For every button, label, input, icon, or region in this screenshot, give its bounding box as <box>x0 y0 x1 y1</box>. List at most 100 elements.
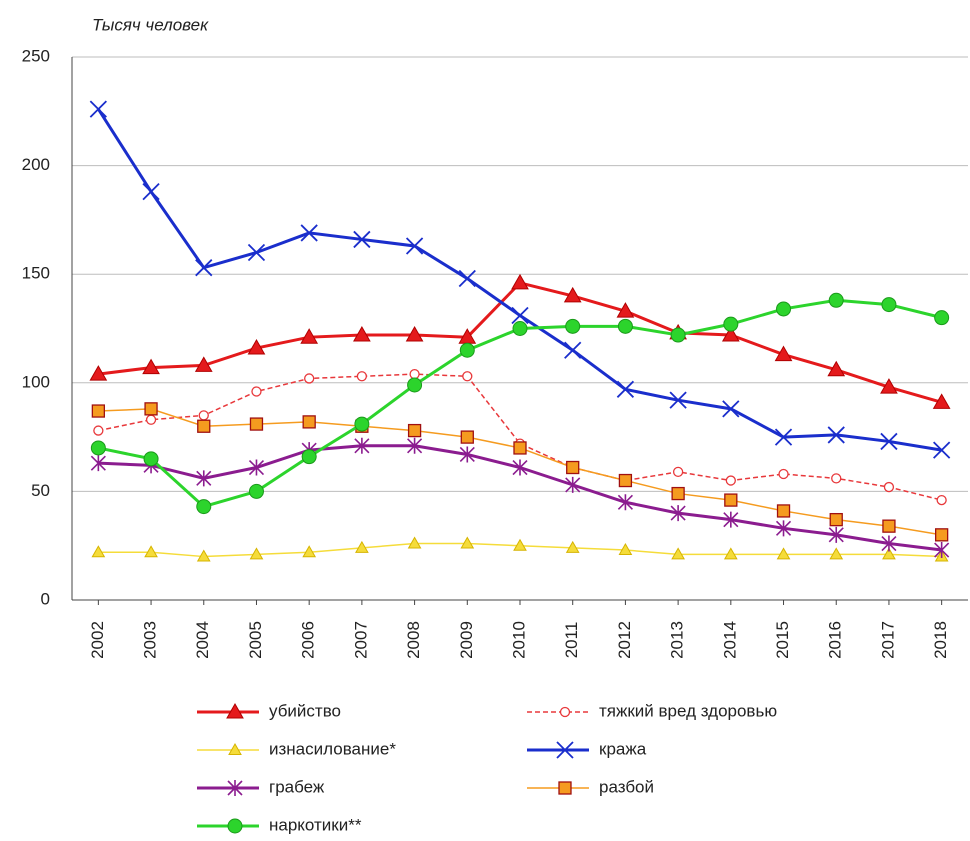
point-marker <box>511 306 529 325</box>
point-marker <box>144 402 158 416</box>
point-marker <box>827 426 845 444</box>
point-marker <box>459 446 475 463</box>
x-tick-label: 2012 <box>615 621 634 659</box>
point-marker <box>671 547 685 560</box>
legend-item: тяжкий вред здоровью <box>527 701 777 720</box>
legend-label: кража <box>599 739 647 758</box>
point-marker <box>880 432 898 451</box>
x-tick-label: 2011 <box>562 622 581 659</box>
point-marker <box>196 470 212 487</box>
point-marker <box>407 423 422 438</box>
point-marker <box>91 545 106 558</box>
point-marker <box>356 371 368 382</box>
point-marker <box>511 273 529 290</box>
point-marker <box>723 547 738 560</box>
point-marker <box>302 415 316 429</box>
point-marker <box>353 326 371 342</box>
point-marker <box>725 475 736 486</box>
point-marker <box>882 519 896 533</box>
point-marker <box>775 520 792 537</box>
y-tick-label: 150 <box>22 264 50 283</box>
point-marker <box>723 316 739 332</box>
y-tick-label: 200 <box>22 155 50 174</box>
point-marker <box>618 473 633 488</box>
point-marker <box>89 365 108 381</box>
point-marker <box>936 494 947 506</box>
point-marker <box>618 543 633 556</box>
x-tick-label: 2009 <box>457 621 476 659</box>
point-marker <box>354 437 370 454</box>
point-marker <box>776 301 792 317</box>
point-marker <box>91 404 106 418</box>
point-marker <box>145 414 157 425</box>
point-marker <box>143 451 159 467</box>
point-marker <box>304 373 315 384</box>
x-tick-label: 2005 <box>246 621 265 659</box>
point-marker <box>774 345 793 362</box>
point-marker <box>882 547 896 560</box>
point-marker <box>776 504 791 518</box>
point-marker <box>671 486 685 501</box>
point-marker <box>881 535 897 552</box>
point-marker <box>565 540 580 553</box>
point-marker <box>565 476 581 493</box>
x-tick-label: 2014 <box>720 621 739 659</box>
x-tick-label: 2010 <box>509 621 528 659</box>
series-line <box>98 373 942 501</box>
point-marker <box>249 547 264 560</box>
point-marker <box>459 342 475 358</box>
point-marker <box>355 540 369 553</box>
point-marker <box>460 430 474 444</box>
legend-marker <box>228 742 242 755</box>
point-marker <box>407 377 423 393</box>
x-tick-label: 2004 <box>193 621 212 659</box>
point-marker <box>669 391 687 409</box>
x-tick-label: 2006 <box>299 621 318 659</box>
point-marker <box>933 441 951 459</box>
point-marker <box>249 417 264 431</box>
point-marker <box>670 505 686 522</box>
y-tick-label: 250 <box>22 46 50 65</box>
point-marker <box>354 416 370 432</box>
legend-label: разбой <box>599 777 654 796</box>
point-marker <box>934 528 949 542</box>
point-marker <box>142 358 160 375</box>
point-marker <box>616 380 635 398</box>
legend-item: убийство <box>197 701 341 720</box>
point-marker <box>616 302 635 318</box>
legend-marker <box>227 818 243 834</box>
point-marker <box>194 356 213 372</box>
point-marker <box>196 499 212 515</box>
point-marker <box>197 419 211 433</box>
legend-item: кража <box>527 739 647 759</box>
point-marker <box>934 310 950 326</box>
point-marker <box>90 440 106 456</box>
legend-item: наркотики** <box>197 815 362 834</box>
point-marker <box>827 360 846 377</box>
point-marker <box>196 549 211 562</box>
point-marker <box>721 326 740 342</box>
point-marker <box>89 100 107 118</box>
legend-label: наркотики** <box>269 815 362 834</box>
point-marker <box>248 483 264 499</box>
series <box>91 536 949 562</box>
point-marker <box>566 460 580 475</box>
x-tick-label: 2007 <box>351 621 370 659</box>
y-tick-label: 100 <box>22 372 50 391</box>
point-marker <box>829 547 844 560</box>
x-tick-label: 2013 <box>668 621 687 659</box>
point-marker <box>881 297 897 313</box>
point-marker <box>512 321 528 336</box>
point-marker <box>251 386 262 397</box>
x-tick-label: 2003 <box>141 621 160 659</box>
legend-label: грабеж <box>269 777 325 796</box>
point-marker <box>513 441 527 455</box>
x-tick-label: 2017 <box>878 621 897 659</box>
point-marker <box>142 183 160 201</box>
point-marker <box>724 493 738 507</box>
x-tick-label: 2018 <box>931 621 950 659</box>
legend-marker <box>556 741 574 759</box>
series <box>89 273 951 409</box>
series <box>90 292 950 515</box>
